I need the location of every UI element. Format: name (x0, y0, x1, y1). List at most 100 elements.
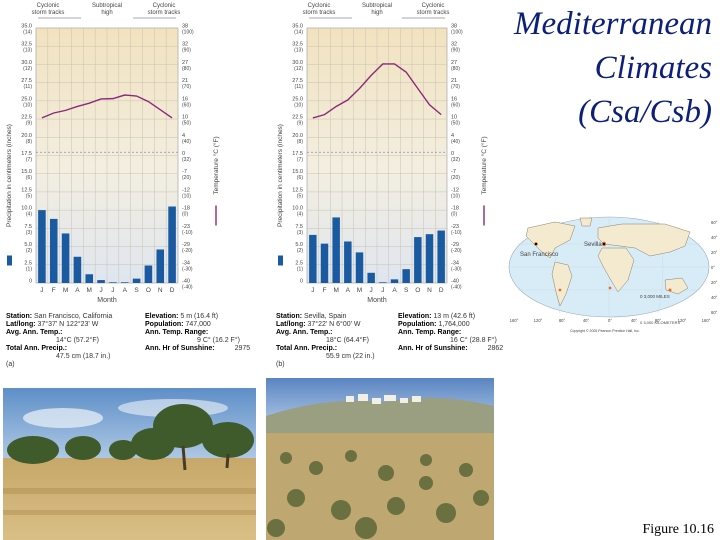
y-tick-label-right-f: (0) (451, 212, 457, 218)
map-lat-label: 20° (711, 250, 718, 255)
precip-bar (355, 252, 364, 283)
x-tick-label: J (370, 287, 373, 294)
y-tick-label-right: 38 (451, 24, 457, 30)
precip-bar (49, 218, 58, 283)
map-lon-label: 0° (608, 318, 612, 323)
precip-bar (132, 278, 141, 283)
x-tick-label: J (311, 287, 314, 294)
y-tick-label-left-in: (5) (297, 193, 303, 199)
y-tick-label-right-f: (70) (451, 84, 460, 90)
precip-bar (73, 256, 82, 283)
y-axis-label-right: Temperature °C (°F) (212, 136, 220, 194)
y-tick-label-right: -34 (182, 260, 190, 266)
y-tick-label-left-in: (8) (26, 139, 32, 145)
sevilla-marker (602, 242, 606, 246)
precip-bar (168, 206, 176, 283)
x-tick-label: O (415, 287, 420, 294)
y-tick-label-left-in: (11) (23, 84, 32, 90)
y-tick-label-left: 17.5 (21, 151, 32, 157)
y-tick-label-left: 30.0 (21, 60, 32, 66)
y-tick-label-left: 7.5 (24, 224, 32, 230)
y-tick-label-left-in: (9) (26, 121, 32, 127)
top-label: Cyclonic (37, 3, 60, 9)
y-tick-label-left: 12.5 (21, 187, 32, 193)
y-tick-label-left-in: (3) (297, 230, 303, 236)
precip-bar (437, 230, 445, 283)
map-lon-label: 80° (559, 318, 566, 323)
world-map: San Francisco Sevilla 0 3,000 MILES 0 3,… (500, 210, 718, 335)
climograph-b-svg: 35.0(14)32.5(13)30.0(12)27.5(11)25.0(10)… (277, 3, 488, 304)
y-tick-label-left-in: (6) (297, 175, 303, 181)
y-tick-label-right-f: (60) (451, 102, 460, 108)
y-tick-label-right: -40 (182, 279, 190, 285)
y-tick-label-left: 10.0 (21, 206, 32, 212)
station-info-b-right: Elevation: 13 m (42.6 ft) Population: 1,… (398, 313, 504, 352)
y-tick-label-left-in: (12) (23, 66, 32, 72)
x-tick-label: M (87, 287, 92, 294)
y-tick-label-right: -12 (182, 187, 190, 193)
map-lon-label: 80° (655, 318, 662, 323)
precip-bar (38, 210, 46, 283)
y-tick-label-left: 17.5 (292, 151, 303, 157)
x-tick-label: N (158, 287, 163, 294)
precip-bar (390, 279, 399, 283)
precip-bar (402, 269, 410, 283)
y-tick-label-right-f: (60) (182, 102, 191, 108)
y-tick-label-right: -18 (182, 206, 190, 212)
y-tick-label-right: 4 (182, 133, 185, 139)
y-tick-label-right-f: (10) (451, 193, 460, 199)
climograph-sevilla: 35.0 (14) 32.5 (13) 30.0 (12) 27.5 (11) 25.0 (10)… (270, 0, 503, 380)
y-tick-label-right: -7 (451, 169, 456, 175)
title-line-2: Climates (594, 50, 712, 86)
top-label: storm tracks (32, 10, 65, 16)
map-lon-label: 160° (510, 318, 519, 323)
precip-bar (367, 272, 375, 283)
map-lon-label: 40° (583, 318, 590, 323)
x-tick-label: A (123, 287, 128, 294)
y-axis-label-right: Temperature °C (°F) (480, 136, 488, 194)
y-tick-label-left: 2.5 (24, 260, 32, 266)
map-continents (525, 217, 691, 307)
y-tick-label-right: 27 (451, 60, 457, 66)
map-scale-km: 0 3,000 KILOMETERS (640, 320, 681, 325)
y-tick-label-left-in: (10) (23, 102, 32, 108)
y-tick-label-right: 0 (451, 151, 454, 157)
map-lat-label: 60° (711, 220, 718, 225)
y-tick-label-left-in: (14) (23, 30, 32, 36)
y-tick-label-left-in: (2) (26, 248, 32, 254)
y-tick-label-right: 32 (451, 42, 457, 48)
map-lon-label: 120° (534, 318, 543, 323)
station-info-b: Station: Sevilla, Spain Lat/long: 37°22'… (276, 313, 375, 368)
precip-bar (414, 237, 422, 283)
precip-legend-swatch (278, 255, 283, 266)
photo-oak-savanna (3, 388, 256, 540)
y-tick-label-right-f: (80) (451, 66, 460, 72)
map-lon-label: 40° (631, 318, 638, 323)
y-tick-label-right-f: (80) (182, 66, 191, 72)
map-lat-label: 40° (711, 235, 718, 240)
precip-bar (344, 241, 352, 283)
y-tick-label-left: 15.0 (292, 169, 303, 175)
y-tick-label-left: 25.0 (21, 96, 32, 102)
map-copyright: Copyright © 2005 Pearson Prentice Hall, … (570, 329, 640, 333)
map-lat-label: 60° (711, 310, 718, 315)
x-tick-label: M (333, 287, 338, 294)
y-tick-label-right-f: (70) (182, 84, 191, 90)
y-tick-label-left: 20.0 (292, 133, 303, 139)
mediterranean-region-australia (668, 288, 672, 292)
x-axis-label: Month (97, 297, 117, 304)
south-america-shape (551, 261, 573, 307)
y-tick-label-right: -29 (451, 242, 459, 248)
y-tick-label-right: -18 (451, 206, 459, 212)
precip-bar (379, 282, 387, 283)
y-tick-label-left: 5.0 (24, 242, 32, 248)
y-tick-label-right-f: (-20) (182, 248, 193, 254)
y-tick-label-left: 0 (300, 279, 303, 285)
top-label: high (371, 10, 382, 16)
y-tick-label-right: -40 (451, 279, 459, 285)
top-label: high (101, 10, 112, 16)
y-tick-label-right: -29 (182, 242, 190, 248)
top-label: Subtropical (92, 3, 122, 9)
map-lat-label: 0° (711, 265, 715, 270)
precip-bar (425, 234, 434, 283)
